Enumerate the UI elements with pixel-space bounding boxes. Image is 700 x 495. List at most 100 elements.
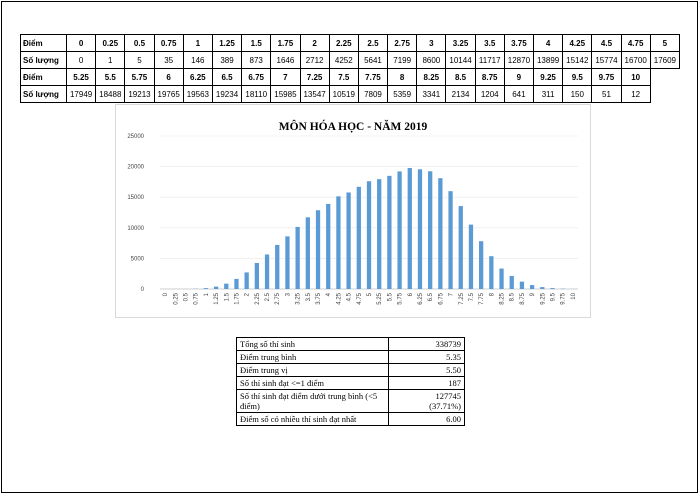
count-cell: 15774 bbox=[591, 51, 622, 69]
bar bbox=[285, 236, 290, 289]
bar bbox=[468, 224, 474, 289]
chart-title: MÔN HÓA HỌC - NĂM 2019 bbox=[279, 119, 428, 133]
x-tick-label: 4.75 bbox=[357, 292, 363, 304]
count-cell: 873 bbox=[241, 51, 272, 69]
x-tick-label: 3.25 bbox=[296, 292, 302, 304]
score-cell: 8.25 bbox=[416, 68, 447, 86]
bar bbox=[224, 283, 229, 289]
count-cell: 146 bbox=[182, 51, 213, 69]
x-tick-label: 9.75 bbox=[561, 292, 567, 304]
x-tick-labels: 0 0.25 0.5 0.75 1 1.25 1.5 1.75 2 2.25 2.5 2.75 3 3.2… bbox=[163, 292, 577, 304]
x-tick-label: 9 bbox=[530, 292, 536, 296]
score-cell: 0.75 bbox=[153, 34, 184, 52]
count-cell: 150 bbox=[562, 85, 593, 103]
bar bbox=[550, 288, 555, 289]
count-cell: 4252 bbox=[328, 51, 359, 69]
count-cell: 11717 bbox=[474, 51, 505, 69]
count-cell: 19765 bbox=[153, 85, 184, 103]
summary-label: Số thí sinh đạt điểm dưới trung bình (<5… bbox=[236, 389, 389, 413]
x-tick-label: 8.75 bbox=[520, 292, 526, 304]
summary-value-count: 127745 bbox=[435, 391, 462, 401]
bar bbox=[519, 281, 525, 289]
count-cell: 18488 bbox=[95, 85, 126, 103]
score-row-header: Điểm bbox=[20, 34, 67, 52]
y-tick-label: 25000 bbox=[127, 134, 144, 140]
bar bbox=[213, 286, 219, 289]
summary-row: Điểm trung vị 5.50 bbox=[236, 363, 465, 377]
score-cell: 9.75 bbox=[591, 68, 622, 86]
score-cell: 5.75 bbox=[124, 68, 155, 86]
score-cell: 7 bbox=[270, 68, 301, 86]
count-cell: 15142 bbox=[562, 51, 593, 69]
x-tick-label: 2.25 bbox=[255, 292, 261, 304]
x-tick-label: 0.25 bbox=[173, 292, 179, 304]
count-row: Số lượng 17949 18488 19213 19765 19563 19234 18… bbox=[20, 85, 680, 103]
summary-label: Điểm số có nhiều thí sinh đạt nhất bbox=[236, 412, 389, 426]
summary-value-percent: (37.71%) bbox=[429, 401, 461, 411]
bar bbox=[356, 186, 361, 289]
bar bbox=[234, 278, 239, 289]
count-cell: 1646 bbox=[270, 51, 301, 69]
bar bbox=[264, 254, 270, 289]
count-cell: 12870 bbox=[503, 51, 535, 69]
score-cell: 2 bbox=[299, 34, 330, 52]
y-tick-label: 0 bbox=[141, 287, 145, 293]
count-cell: 2134 bbox=[445, 85, 476, 103]
x-tick-label: 1.75 bbox=[234, 292, 240, 304]
bar bbox=[326, 203, 331, 289]
bar bbox=[428, 171, 433, 289]
count-cell: 16700 bbox=[620, 51, 651, 69]
score-cell: 9.25 bbox=[532, 68, 564, 86]
count-row-header: Số lượng bbox=[20, 85, 67, 103]
bar bbox=[244, 272, 249, 289]
count-cell: 13547 bbox=[299, 85, 330, 103]
bar bbox=[377, 179, 382, 289]
summary-table: Tổng số thí sinh 338739 Điểm trung bình 5.3… bbox=[236, 337, 465, 426]
x-tick-label: 10 bbox=[571, 292, 577, 299]
score-cell: 7.75 bbox=[357, 68, 389, 86]
count-cell: 10144 bbox=[445, 51, 476, 69]
score-cell: 6 bbox=[153, 68, 184, 86]
bar bbox=[254, 262, 259, 289]
bar bbox=[275, 244, 280, 289]
count-row: Số lượng 0 1 5 35 146 389 873 1646 2712 4252 5641 71… bbox=[20, 51, 681, 69]
x-tick-label: 0.5 bbox=[183, 292, 189, 301]
count-cell: 7809 bbox=[357, 85, 389, 103]
x-tick-label: 3.75 bbox=[316, 292, 322, 304]
count-cell: 18110 bbox=[241, 85, 272, 103]
score-row-header: Điểm bbox=[20, 68, 67, 86]
score-cell: 8.5 bbox=[445, 68, 476, 86]
y-tick-label: 5000 bbox=[131, 256, 145, 262]
score-cell: 4.5 bbox=[591, 34, 622, 52]
count-cell: 1 bbox=[95, 51, 126, 69]
grid-lines bbox=[160, 135, 578, 290]
count-cell: 17609 bbox=[649, 51, 681, 69]
bar bbox=[479, 241, 484, 289]
summary-row: Số thí sinh đạt điểm dưới trung bình (<5… bbox=[236, 389, 465, 413]
bar bbox=[203, 288, 209, 289]
x-tick-label: 5 bbox=[367, 292, 373, 296]
x-tick-label: 6.25 bbox=[418, 292, 424, 304]
count-cell: 19563 bbox=[182, 85, 213, 103]
count-cell: 1204 bbox=[474, 85, 505, 103]
empty-cell bbox=[650, 86, 679, 103]
bar bbox=[397, 171, 402, 289]
count-cell: 5 bbox=[124, 51, 155, 69]
score-cell: 5.25 bbox=[65, 68, 97, 86]
bar bbox=[529, 285, 535, 289]
bar bbox=[458, 206, 463, 289]
x-tick-label: 4.25 bbox=[336, 292, 342, 304]
count-cell: 2712 bbox=[299, 51, 330, 69]
score-cell: 0 bbox=[65, 34, 97, 52]
count-cell: 8600 bbox=[416, 51, 447, 69]
summary-label: Tổng số thí sinh bbox=[236, 337, 389, 351]
bar bbox=[366, 181, 372, 289]
summary-value: 127745 (37.71%) bbox=[388, 389, 465, 413]
bar bbox=[438, 178, 443, 289]
summary-value: 6.00 bbox=[388, 412, 465, 426]
bar bbox=[336, 196, 341, 289]
score-cell: 4.25 bbox=[562, 34, 593, 52]
score-cell: 4.75 bbox=[620, 34, 651, 52]
score-cell: 8.75 bbox=[474, 68, 505, 86]
